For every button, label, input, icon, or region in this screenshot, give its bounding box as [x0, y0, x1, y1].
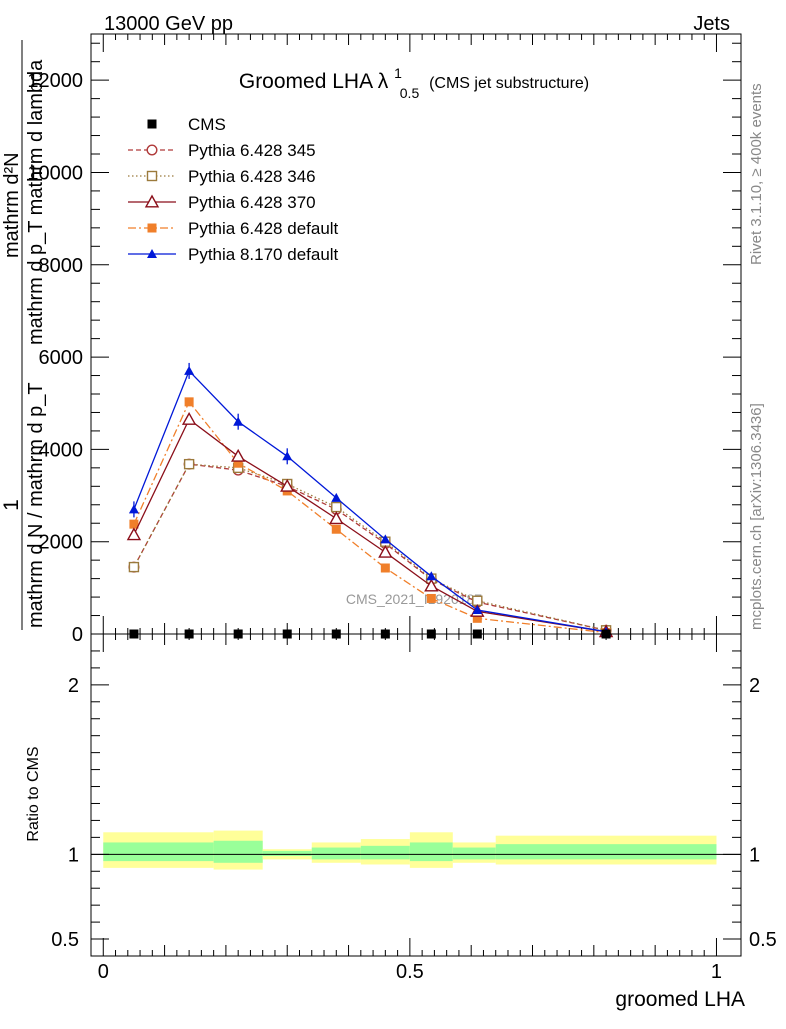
ratio-ytick-label: 2	[68, 675, 79, 697]
legend-marker	[144, 194, 160, 208]
series-p346	[128, 458, 612, 636]
legend-marker	[147, 223, 157, 233]
data-point	[126, 527, 142, 541]
legend-marker	[147, 249, 157, 258]
plot-title: Groomed LHA λ 1 0.5 (CMS jet substructur…	[239, 60, 589, 103]
legend: CMS Pythia 6.428 345 Pythia 6.428 346 Pythi…	[128, 115, 339, 264]
data-point	[378, 544, 393, 558]
legend-label: Pythia 8.170 default	[188, 245, 339, 264]
ylabel-line-4: mathrm d²N	[1, 152, 23, 258]
legend-marker	[147, 119, 157, 129]
data-point	[128, 561, 140, 573]
ratio-y-axis: 0.5 0.5 1 1 2 2	[51, 650, 777, 951]
data-point	[233, 458, 243, 468]
legend-item-p346: Pythia 6.428 346	[128, 167, 316, 186]
title-note: (CMS jet substructure)	[429, 75, 589, 92]
main-ytick-label: 2000	[39, 532, 84, 554]
data-point	[129, 519, 139, 529]
ratio-ylabel: Ratio to CMS	[25, 746, 42, 841]
data-point	[329, 511, 344, 525]
data-point	[128, 504, 139, 514]
ratio-xtick-label: 0.5	[396, 961, 424, 983]
ratio-band-stat	[452, 847, 496, 860]
data-point	[424, 578, 439, 592]
data-point	[380, 563, 390, 573]
title-subscript: 0.5	[400, 85, 420, 101]
main-x-axis	[102, 34, 717, 634]
main-ytick-label: 12000	[27, 70, 83, 92]
title-symbol: λ	[378, 70, 389, 93]
legend-item-p6def: Pythia 6.428 default	[128, 219, 339, 238]
ratio-ytick-label-right: 0.5	[749, 929, 777, 951]
x-axis-label: groomed LHA	[615, 988, 745, 1011]
legend-item-p370: Pythia 6.428 370	[128, 193, 316, 212]
mcplots-label: mcplots.cern.ch [arXiv:1306.3436]	[748, 403, 765, 630]
data-point	[230, 448, 246, 462]
ratio-ytick-label-right: 2	[749, 675, 760, 697]
data-point	[472, 595, 483, 606]
legend-item-cms: CMS	[147, 115, 226, 134]
title-main: Groomed LHA	[239, 70, 373, 93]
legend-label: Pythia 6.428 370	[188, 193, 316, 212]
data-point	[426, 593, 436, 603]
ratio-band-stat	[213, 840, 263, 863]
ratio-ytick-label-right: 1	[749, 844, 760, 866]
legend-marker	[146, 144, 158, 156]
title-superscript: 1	[394, 65, 402, 81]
main-ytick-label: 6000	[39, 347, 84, 369]
ratio-band-stat	[495, 844, 717, 860]
header-left: 13000 GeV pp	[104, 13, 233, 35]
legend-item-p8def: Pythia 8.170 default	[128, 245, 339, 264]
data-point	[472, 613, 482, 623]
main-ytick-label: 8000	[39, 255, 84, 277]
data-point	[184, 397, 194, 407]
data-point	[331, 501, 342, 513]
ratio-band-stat	[409, 842, 453, 862]
data-point	[183, 458, 195, 470]
legend-label: CMS	[188, 115, 226, 134]
ratio-band-stat	[262, 850, 312, 857]
ratio-bands	[103, 830, 717, 870]
ylabel-line-2: mathrm d N / mathrm d p_T	[25, 382, 47, 628]
ratio-xtick-label: 0	[98, 961, 109, 983]
main-ytick-label: 0	[72, 624, 83, 646]
ratio-band-stat	[103, 842, 214, 862]
ratio-x-axis: 0 0.5 1	[98, 634, 722, 983]
ratio-plot-frame	[90, 633, 742, 957]
ylabel-line-3: mathrm d p_T mathrm d lambda	[25, 59, 47, 345]
data-point	[331, 524, 341, 534]
ratio-band-stat	[360, 845, 410, 860]
main-ytick-label: 4000	[39, 439, 84, 461]
rivet-label: Rivet 3.1.10, ≥ 400k events	[748, 83, 765, 265]
legend-marker	[146, 170, 158, 182]
data-point	[380, 534, 391, 544]
data-point	[280, 478, 295, 492]
data-point	[282, 451, 293, 461]
legend-label: Pythia 6.428 default	[188, 219, 339, 238]
legend-label: Pythia 6.428 346	[188, 167, 316, 186]
data-point	[181, 411, 197, 425]
legend-label: Pythia 6.428 345	[188, 141, 316, 160]
main-y-axis: 0 2000 4000 6000 8000 10000 12000	[27, 42, 741, 646]
series-line-p346	[133, 463, 607, 631]
ratio-xtick-label: 1	[711, 961, 722, 983]
series-p345	[128, 458, 612, 636]
ratio-ytick-label: 1	[68, 844, 79, 866]
ylabel-line-1: 1	[0, 499, 23, 511]
ratio-band-stat	[311, 847, 361, 860]
main-ylabel: 1 mathrm d N / mathrm d p_T mathrm d p_T…	[0, 40, 47, 630]
ratio-ytick-label: 0.5	[51, 929, 79, 951]
main-ytick-label: 10000	[27, 162, 83, 184]
data-point	[184, 365, 195, 375]
header-right: Jets	[693, 13, 730, 35]
data-point	[331, 492, 342, 502]
legend-item-p345: Pythia 6.428 345	[128, 141, 316, 160]
data-point	[472, 605, 483, 614]
data-point	[426, 571, 437, 581]
data-point	[233, 416, 244, 426]
